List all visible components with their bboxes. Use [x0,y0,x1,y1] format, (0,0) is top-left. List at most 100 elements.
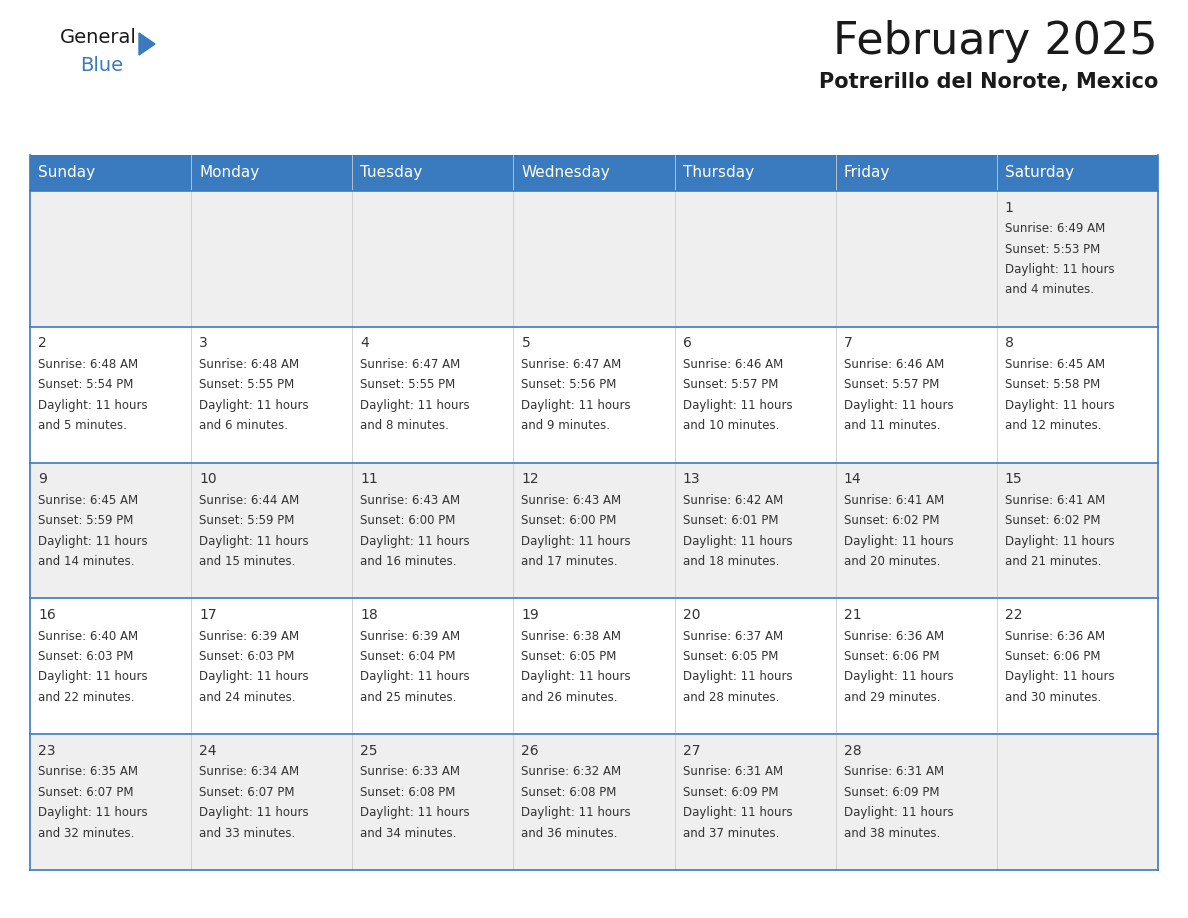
Text: 28: 28 [843,744,861,757]
Text: Daylight: 11 hours: Daylight: 11 hours [360,534,470,547]
Text: Tuesday: Tuesday [360,165,423,181]
Text: Sunset: 5:55 PM: Sunset: 5:55 PM [200,378,295,391]
Text: and 24 minutes.: and 24 minutes. [200,690,296,704]
Text: Daylight: 11 hours: Daylight: 11 hours [1005,670,1114,683]
Text: Sunrise: 6:39 AM: Sunrise: 6:39 AM [360,630,461,643]
Text: 20: 20 [683,608,700,621]
Text: Sunrise: 6:46 AM: Sunrise: 6:46 AM [683,358,783,371]
Bar [30,327,1158,463]
Text: Blue: Blue [80,56,124,75]
Text: Sunrise: 6:37 AM: Sunrise: 6:37 AM [683,630,783,643]
Text: Sunrise: 6:48 AM: Sunrise: 6:48 AM [38,358,138,371]
Text: and 15 minutes.: and 15 minutes. [200,555,296,568]
Text: 10: 10 [200,472,217,487]
Text: 8: 8 [1005,336,1013,351]
Text: February 2025: February 2025 [833,20,1158,63]
Bar [835,155,997,191]
Text: and 17 minutes.: and 17 minutes. [522,555,618,568]
Text: and 6 minutes.: and 6 minutes. [200,420,289,432]
Text: and 36 minutes.: and 36 minutes. [522,826,618,840]
Text: Sunrise: 6:41 AM: Sunrise: 6:41 AM [1005,494,1105,507]
Text: Daylight: 11 hours: Daylight: 11 hours [200,806,309,819]
Text: 22: 22 [1005,608,1023,621]
Text: Sunset: 6:08 PM: Sunset: 6:08 PM [522,786,617,799]
Text: Sunset: 6:00 PM: Sunset: 6:00 PM [360,514,456,527]
Text: Daylight: 11 hours: Daylight: 11 hours [360,670,470,683]
Text: Sunrise: 6:43 AM: Sunrise: 6:43 AM [522,494,621,507]
Text: Daylight: 11 hours: Daylight: 11 hours [843,398,954,412]
Text: Daylight: 11 hours: Daylight: 11 hours [1005,534,1114,547]
Text: Sunrise: 6:35 AM: Sunrise: 6:35 AM [38,766,138,778]
Text: 23: 23 [38,744,56,757]
Bar [353,155,513,191]
Text: Daylight: 11 hours: Daylight: 11 hours [843,806,954,819]
Text: 4: 4 [360,336,369,351]
Text: Sunset: 5:59 PM: Sunset: 5:59 PM [200,514,295,527]
Text: Daylight: 11 hours: Daylight: 11 hours [843,534,954,547]
Text: 2: 2 [38,336,46,351]
Text: Daylight: 11 hours: Daylight: 11 hours [1005,263,1114,276]
Text: Sunset: 5:57 PM: Sunset: 5:57 PM [683,378,778,391]
Bar [513,155,675,191]
Text: Daylight: 11 hours: Daylight: 11 hours [522,806,631,819]
Text: Sunset: 6:07 PM: Sunset: 6:07 PM [200,786,295,799]
Text: and 33 minutes.: and 33 minutes. [200,826,296,840]
Text: 13: 13 [683,472,700,487]
Text: and 38 minutes.: and 38 minutes. [843,826,940,840]
Text: Sunset: 6:07 PM: Sunset: 6:07 PM [38,786,133,799]
Text: Sunset: 5:53 PM: Sunset: 5:53 PM [1005,242,1100,255]
Text: 15: 15 [1005,472,1023,487]
Text: and 26 minutes.: and 26 minutes. [522,690,618,704]
Text: and 25 minutes.: and 25 minutes. [360,690,456,704]
Bar [30,191,1158,327]
Text: and 8 minutes.: and 8 minutes. [360,420,449,432]
Text: 24: 24 [200,744,216,757]
Text: Sunrise: 6:39 AM: Sunrise: 6:39 AM [200,630,299,643]
Text: Sunrise: 6:36 AM: Sunrise: 6:36 AM [1005,630,1105,643]
Text: and 10 minutes.: and 10 minutes. [683,420,779,432]
Text: 27: 27 [683,744,700,757]
Text: Sunset: 6:03 PM: Sunset: 6:03 PM [200,650,295,663]
Text: Sunset: 6:09 PM: Sunset: 6:09 PM [843,786,940,799]
Bar [30,463,1158,599]
Text: Thursday: Thursday [683,165,753,181]
Text: Sunset: 6:00 PM: Sunset: 6:00 PM [522,514,617,527]
Text: Sunrise: 6:36 AM: Sunrise: 6:36 AM [843,630,944,643]
Text: Sunset: 6:05 PM: Sunset: 6:05 PM [683,650,778,663]
Text: Sunset: 5:59 PM: Sunset: 5:59 PM [38,514,133,527]
Text: Daylight: 11 hours: Daylight: 11 hours [683,534,792,547]
Text: Daylight: 11 hours: Daylight: 11 hours [683,670,792,683]
Text: Sunset: 6:09 PM: Sunset: 6:09 PM [683,786,778,799]
Text: Sunset: 5:57 PM: Sunset: 5:57 PM [843,378,940,391]
Text: 12: 12 [522,472,539,487]
Text: Sunset: 5:54 PM: Sunset: 5:54 PM [38,378,133,391]
Polygon shape [139,33,154,55]
Text: Sunrise: 6:31 AM: Sunrise: 6:31 AM [843,766,944,778]
Text: and 21 minutes.: and 21 minutes. [1005,555,1101,568]
Text: Daylight: 11 hours: Daylight: 11 hours [38,534,147,547]
Text: Sunrise: 6:41 AM: Sunrise: 6:41 AM [843,494,944,507]
Text: 7: 7 [843,336,853,351]
Text: 5: 5 [522,336,530,351]
Text: and 9 minutes.: and 9 minutes. [522,420,611,432]
Text: Daylight: 11 hours: Daylight: 11 hours [360,398,470,412]
Text: 16: 16 [38,608,56,621]
Text: 21: 21 [843,608,861,621]
Text: Sunrise: 6:34 AM: Sunrise: 6:34 AM [200,766,299,778]
Text: Sunset: 6:03 PM: Sunset: 6:03 PM [38,650,133,663]
Text: Daylight: 11 hours: Daylight: 11 hours [843,670,954,683]
Text: Sunset: 6:06 PM: Sunset: 6:06 PM [843,650,940,663]
Text: Daylight: 11 hours: Daylight: 11 hours [522,534,631,547]
Text: Daylight: 11 hours: Daylight: 11 hours [38,806,147,819]
Bar [30,734,1158,870]
Text: Sunset: 6:02 PM: Sunset: 6:02 PM [1005,514,1100,527]
Bar [30,155,191,191]
Text: and 16 minutes.: and 16 minutes. [360,555,457,568]
Text: and 22 minutes.: and 22 minutes. [38,690,134,704]
Text: and 30 minutes.: and 30 minutes. [1005,690,1101,704]
Bar [997,155,1158,191]
Text: Daylight: 11 hours: Daylight: 11 hours [360,806,470,819]
Text: Sunrise: 6:42 AM: Sunrise: 6:42 AM [683,494,783,507]
Text: Daylight: 11 hours: Daylight: 11 hours [38,398,147,412]
Text: 26: 26 [522,744,539,757]
